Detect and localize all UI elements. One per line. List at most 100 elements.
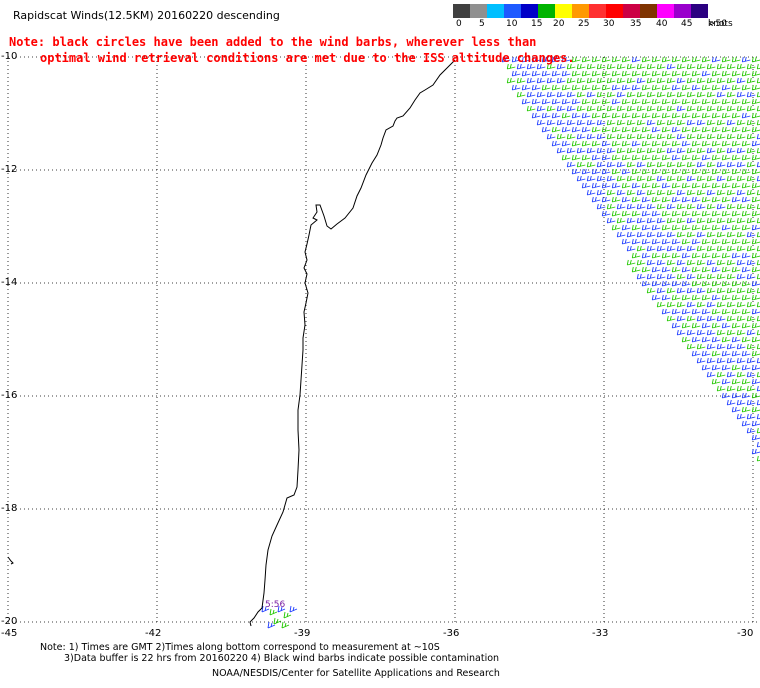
- wind-barb: [641, 70, 651, 77]
- wind-barb: [696, 105, 706, 112]
- wind-barb: [741, 126, 751, 133]
- wind-barb: [756, 175, 760, 182]
- wind-barb: [666, 63, 676, 70]
- longitude-label: -33: [592, 628, 609, 639]
- longitude-label: -36: [443, 628, 460, 639]
- wind-barb: [556, 105, 566, 112]
- wind-barb: [711, 252, 721, 259]
- wind-barb: [666, 161, 676, 168]
- wind-barb: [681, 308, 691, 315]
- wind-barb: [736, 175, 746, 182]
- wind-barb: [656, 133, 666, 140]
- wind-barb: [756, 315, 760, 322]
- wind-barb: [756, 427, 760, 434]
- wind-barb: [581, 84, 591, 91]
- wind-barb: [716, 357, 726, 364]
- wind-barb: [267, 621, 276, 629]
- wind-barb: [676, 287, 686, 294]
- wind-barb: [606, 217, 616, 224]
- wind-barb: [721, 280, 731, 287]
- wind-barb: [676, 189, 686, 196]
- wind-barb: [611, 182, 621, 189]
- wind-barb: [656, 301, 666, 308]
- wind-barb: [721, 294, 731, 301]
- wind-barb: [611, 140, 621, 147]
- wind-barb: [686, 77, 696, 84]
- scale-swatch: [674, 4, 691, 18]
- wind-barb: [736, 245, 746, 252]
- wind-barb: [656, 161, 666, 168]
- wind-barb: [741, 420, 751, 427]
- wind-barb: [756, 287, 760, 294]
- wind-barb: [656, 203, 666, 210]
- wind-barb: [671, 70, 681, 77]
- wind-barb: [691, 266, 701, 273]
- wind-barb: [656, 105, 666, 112]
- wind-barb: [731, 280, 741, 287]
- wind-barb: [746, 147, 756, 154]
- wind-barb: [751, 336, 760, 343]
- wind-barb: [591, 168, 601, 175]
- wind-barb: [661, 140, 671, 147]
- wind-barb: [726, 175, 736, 182]
- wind-barb: [596, 77, 606, 84]
- wind-barb: [591, 196, 601, 203]
- wind-barb: [706, 189, 716, 196]
- wind-barb: [726, 203, 736, 210]
- wind-barb: [621, 224, 631, 231]
- wind-barb: [711, 56, 721, 63]
- wind-barb: [691, 70, 701, 77]
- wind-barb: [626, 133, 636, 140]
- wind-barb: [736, 273, 746, 280]
- wind-barb: [586, 119, 596, 126]
- wind-barb: [716, 119, 726, 126]
- wind-barb: [631, 252, 641, 259]
- wind-barb: [701, 154, 711, 161]
- wind-barb: [631, 126, 641, 133]
- wind-barb: [686, 343, 696, 350]
- wind-barb: [711, 280, 721, 287]
- wind-barb: [741, 350, 751, 357]
- wind-barb: [546, 63, 556, 70]
- wind-barb: [626, 259, 636, 266]
- wind-barb: [681, 336, 691, 343]
- wind-barb: [616, 119, 626, 126]
- wind-barb: [626, 105, 636, 112]
- wind-barb: [751, 448, 760, 455]
- wind-barb: [561, 154, 571, 161]
- wind-barb: [546, 119, 556, 126]
- wind-barb: [726, 245, 736, 252]
- wind-barb: [641, 196, 651, 203]
- wind-barb: [596, 91, 606, 98]
- wind-barb: [666, 245, 676, 252]
- scale-swatch: [521, 4, 538, 18]
- wind-barb: [581, 168, 591, 175]
- wind-barb: [691, 308, 701, 315]
- wind-barb: [546, 77, 556, 84]
- wind-barb: [701, 238, 711, 245]
- wind-barb: [736, 301, 746, 308]
- wind-barb: [506, 63, 516, 70]
- wind-barb: [581, 140, 591, 147]
- wind-barb: [616, 189, 626, 196]
- wind-barb: [716, 385, 726, 392]
- wind-barb: [756, 203, 760, 210]
- wind-barb: [611, 196, 621, 203]
- wind-barb: [726, 287, 736, 294]
- wind-barb: [671, 280, 681, 287]
- wind-barb: [621, 70, 631, 77]
- wind-barb: [696, 329, 706, 336]
- wind-barb: [641, 266, 651, 273]
- wind-barb: [516, 91, 526, 98]
- wind-barb: [521, 98, 531, 105]
- wind-barb: [716, 259, 726, 266]
- wind-barb: [676, 105, 686, 112]
- wind-barb: [721, 210, 731, 217]
- wind-barb: [746, 133, 756, 140]
- longitude-label: -45: [1, 628, 18, 639]
- wind-barb: [746, 287, 756, 294]
- wind-barb: [576, 119, 586, 126]
- wind-barb: [636, 203, 646, 210]
- wind-barb: [731, 238, 741, 245]
